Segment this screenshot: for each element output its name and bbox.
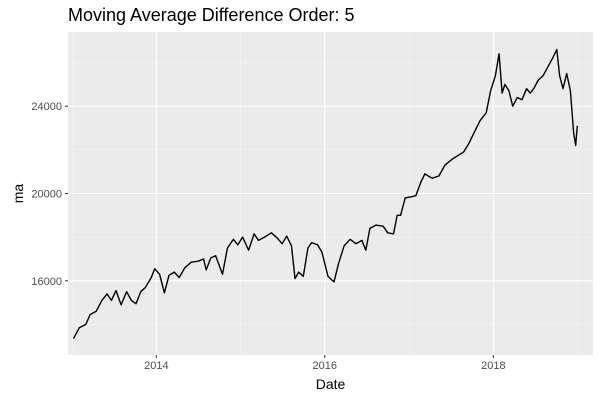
chart-title: Moving Average Difference Order: 5 [68, 5, 355, 25]
y-tick-label: 20000 [31, 189, 62, 201]
x-tick-label: 2014 [144, 360, 168, 372]
y-axis: 16000 20000 24000 [31, 101, 68, 288]
x-tick-label: 2018 [481, 360, 505, 372]
x-tick-label: 2016 [312, 360, 336, 372]
series-line [72, 48, 578, 339]
x-axis-title: Date [316, 376, 346, 392]
x-axis: 2014 2016 2018 [144, 355, 506, 372]
y-tick-label: 24000 [31, 101, 62, 113]
major-gridlines [68, 32, 593, 355]
y-tick-label: 16000 [31, 276, 62, 288]
y-axis-title: ma [10, 184, 26, 204]
